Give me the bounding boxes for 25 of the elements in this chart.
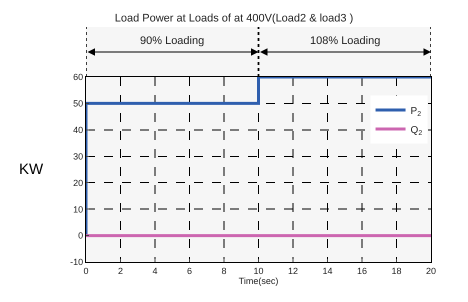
- x-tick-label: 14: [322, 266, 333, 276]
- x-tick-label: 12: [288, 266, 298, 276]
- y-tick-label: 30: [73, 151, 84, 162]
- y-tick-label: 60: [73, 72, 84, 82]
- legend-label: P$_{2}$: [410, 106, 422, 118]
- x-tick-label: 2: [118, 266, 124, 276]
- x-tick-label: 20: [426, 266, 436, 276]
- x-tick-label: 18: [391, 266, 402, 276]
- x-axis-title: Time(sec): [238, 276, 278, 286]
- x-tick-label: 6: [186, 266, 192, 276]
- legend-label: Q$_{2}$: [410, 124, 422, 137]
- x-tick-label: 8: [221, 266, 227, 276]
- y-tick-label: 20: [73, 178, 84, 188]
- y-tick-label: 0: [78, 230, 84, 241]
- y-tick-label: 50: [73, 98, 84, 109]
- chart-title: Load Power at Loads of at 400V(Load2 & load3 ): [114, 12, 354, 24]
- y-axis-title: KW: [19, 161, 44, 178]
- y-tick-label: -10: [70, 257, 84, 268]
- y-tick-label: 40: [73, 125, 84, 136]
- band-label: 108% Loading: [310, 35, 380, 47]
- x-tick-label: 10: [253, 266, 264, 276]
- band-label: 90% Loading: [140, 35, 204, 47]
- x-tick-label: 16: [356, 266, 368, 276]
- x-tick-label: 4: [152, 266, 158, 276]
- y-tick-label: 10: [73, 204, 84, 214]
